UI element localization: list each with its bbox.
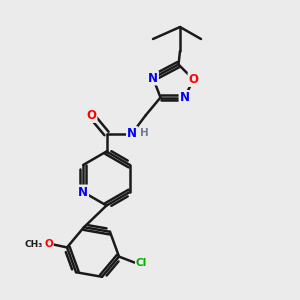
Text: H: H: [140, 128, 149, 139]
Text: N: N: [179, 91, 190, 104]
Text: O: O: [86, 109, 97, 122]
Text: N: N: [127, 127, 137, 140]
Text: O: O: [188, 73, 199, 86]
Text: CH₃: CH₃: [25, 240, 43, 249]
Text: N: N: [148, 71, 158, 85]
Text: O: O: [44, 239, 53, 249]
Text: Cl: Cl: [136, 258, 147, 268]
Text: N: N: [78, 185, 88, 199]
